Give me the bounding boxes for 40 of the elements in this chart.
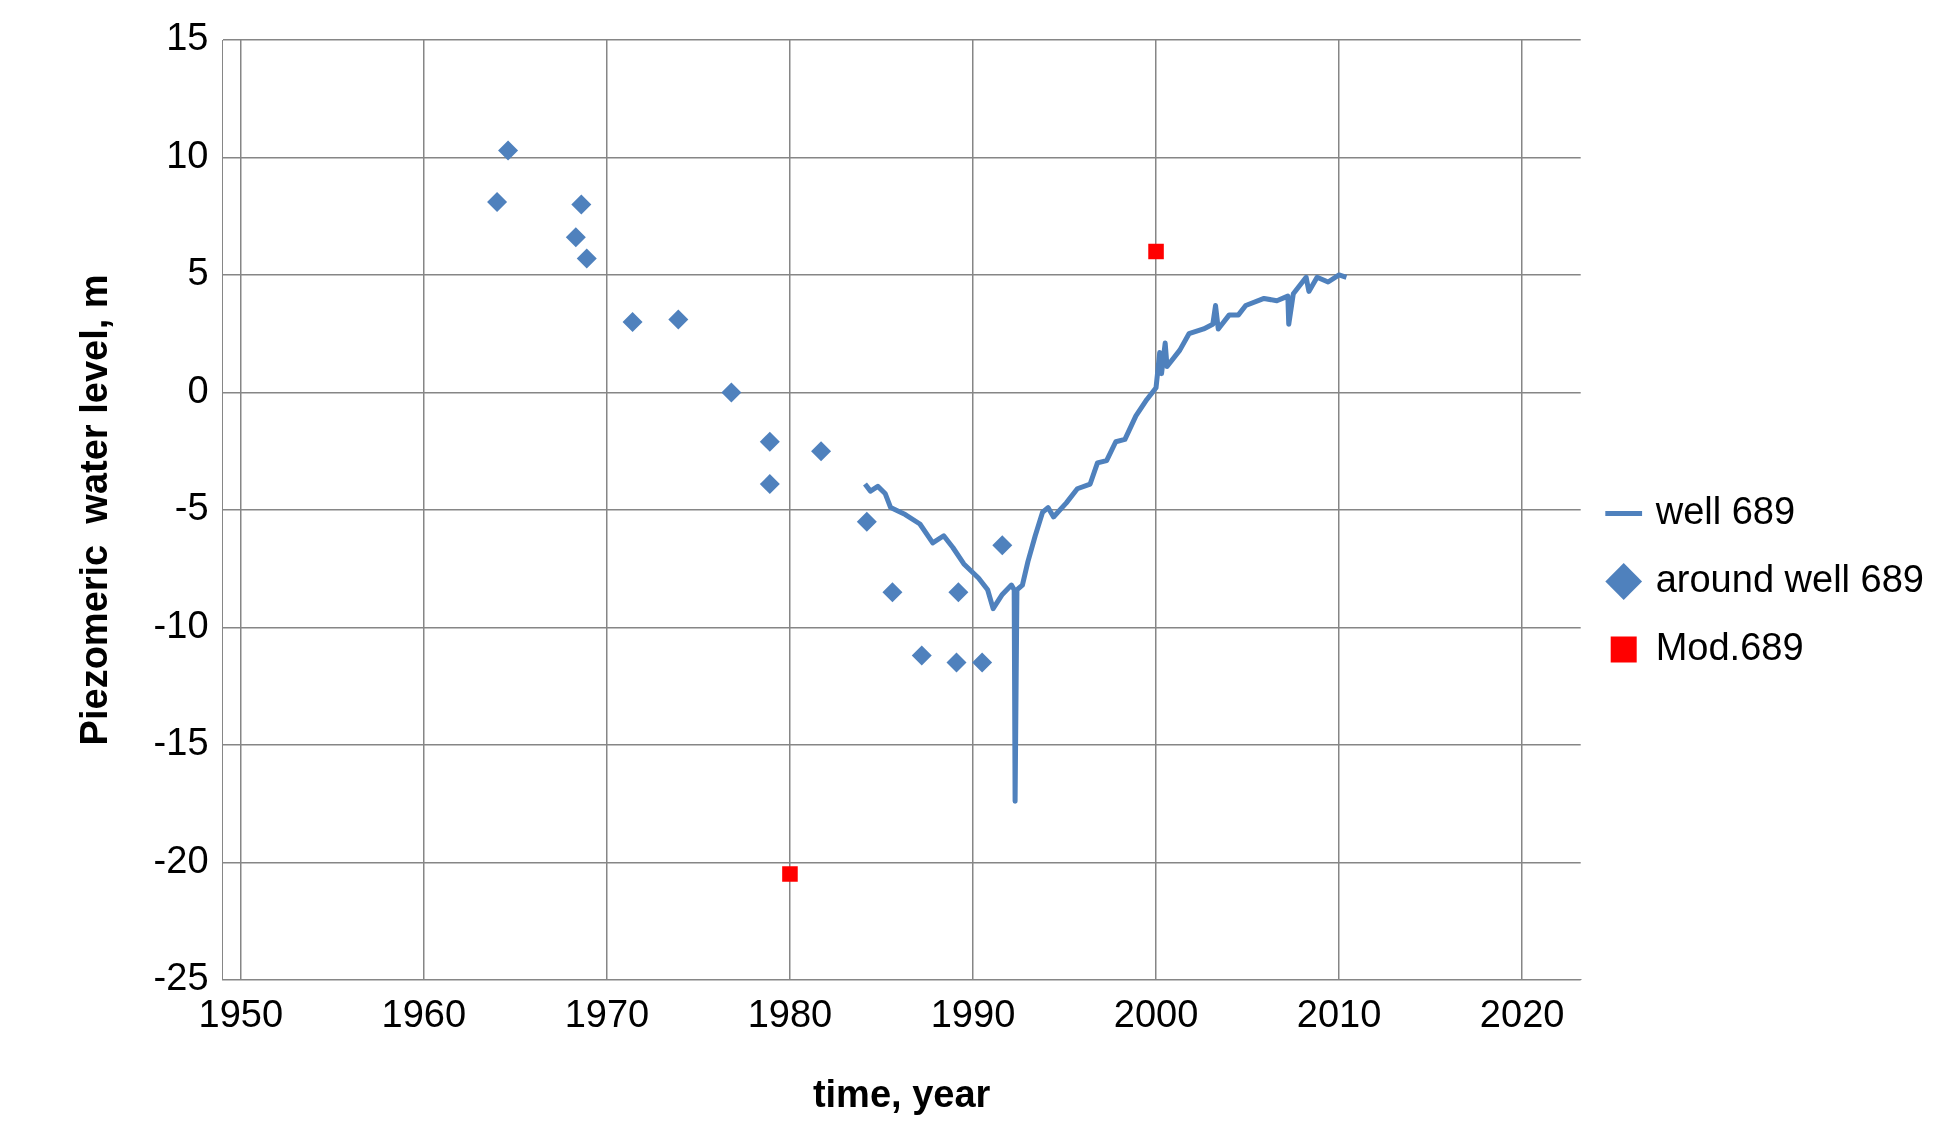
x-tick-label: 2010 (1296, 993, 1382, 1036)
y-tick-label: -20 (153, 838, 209, 881)
point (571, 194, 592, 215)
point (576, 248, 597, 269)
point (498, 140, 519, 161)
x-tick-label: 1980 (747, 993, 833, 1036)
x-tick-label: 1960 (381, 993, 467, 1036)
y-tick-label: -5 (174, 486, 209, 529)
point (811, 441, 832, 462)
point (622, 311, 643, 332)
x-tick-label: 2020 (1479, 993, 1565, 1036)
point (668, 309, 689, 330)
point (972, 652, 993, 673)
point (759, 474, 780, 495)
point (721, 382, 742, 403)
legend-label: around well 689 (1655, 557, 1925, 600)
point (911, 645, 932, 666)
y-axis-title: Piezomeric water level, m (73, 274, 116, 746)
y-tick-label: -15 (153, 721, 209, 764)
point (992, 535, 1013, 556)
y-tick-label: 0 (187, 368, 209, 411)
x-tick-label: 1990 (930, 993, 1016, 1036)
point (487, 192, 508, 213)
point (759, 431, 780, 452)
y-tick-label: -10 (153, 603, 209, 646)
point (1148, 243, 1164, 260)
x-tick-label: 1970 (564, 993, 650, 1036)
legend-label: well 689 (1654, 489, 1796, 532)
x-tick-label: 2000 (1113, 993, 1199, 1036)
point (782, 866, 798, 882)
point (948, 582, 969, 603)
x-axis-title: time, year (812, 1072, 991, 1115)
point (565, 227, 586, 248)
point (882, 582, 903, 603)
y-tick-label: 5 (187, 251, 209, 294)
point (856, 511, 877, 532)
legend-label: Mod.689 (1655, 625, 1804, 668)
point (946, 652, 967, 673)
y-tick-label: 15 (166, 16, 209, 59)
y-tick-label: 10 (166, 133, 209, 176)
